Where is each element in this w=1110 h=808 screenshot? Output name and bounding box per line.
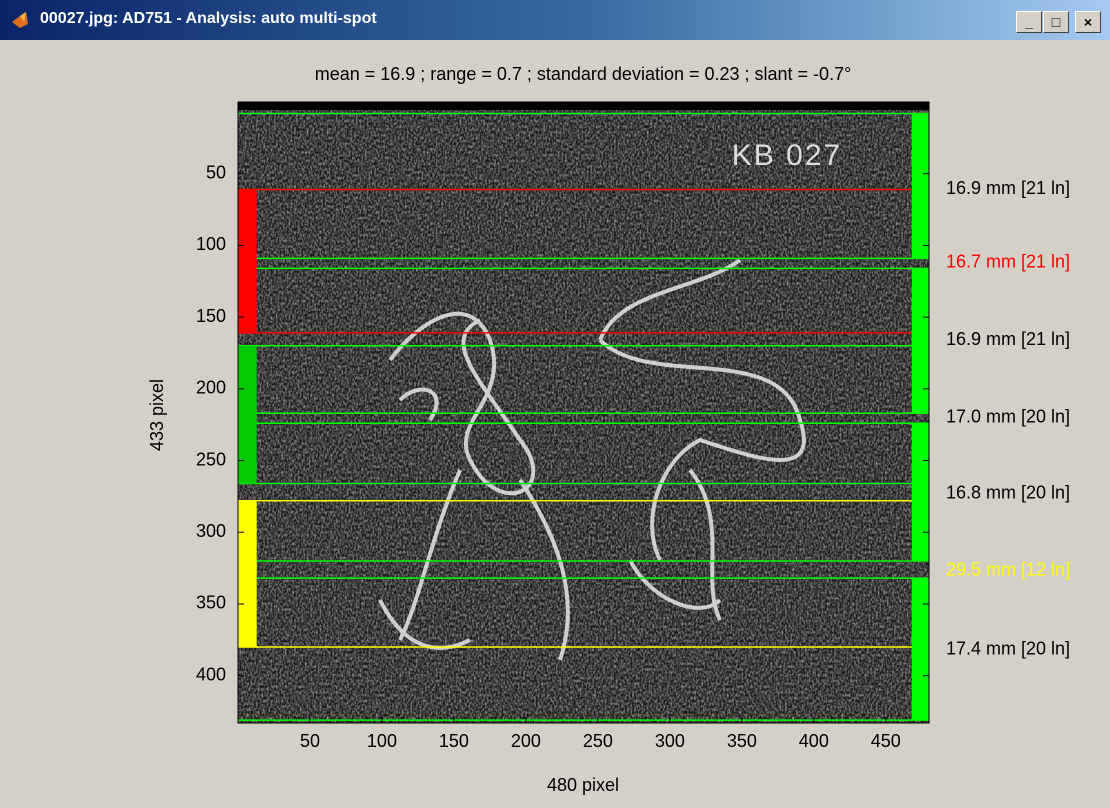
y-tick-label: 300 [196,521,226,541]
x-tick-label: 150 [439,731,469,751]
spot-measurement: 16.8 mm [20 ln] [946,482,1070,502]
spot-bar [912,113,929,258]
y-tick-label: 400 [196,664,226,684]
x-tick-label: 250 [583,731,613,751]
x-axis-label: 480 pixel [547,775,619,795]
spot-bar [238,189,257,332]
spot-measurement: 16.9 mm [21 ln] [946,329,1070,349]
spot-bar [912,268,929,413]
x-tick-label: 50 [300,731,320,751]
plot-area: mean = 16.9 ; range = 0.7 ; standard dev… [0,40,1110,808]
image-edge [238,102,929,110]
y-tick-label: 150 [196,306,226,326]
spot-measurement: 17.4 mm [20 ln] [946,639,1070,659]
y-tick-label: 100 [196,234,226,254]
spot-bar [238,501,257,647]
x-tick-label: 350 [727,731,757,751]
window-title: 00027.jpg: AD751 - Analysis: auto multi-… [40,10,377,28]
x-tick-label: 300 [655,731,685,751]
close-button[interactable]: × [1075,11,1101,33]
x-tick-label: 200 [511,731,541,751]
x-tick-label: 100 [367,731,397,751]
analysis-summary: mean = 16.9 ; range = 0.7 ; standard dev… [315,64,852,84]
figure-window: 00027.jpg: AD751 - Analysis: auto multi-… [0,0,1110,808]
spot-measurement: 29.5 mm [12 ln] [946,560,1070,580]
maximize-button[interactable]: □ [1043,11,1069,33]
title-bar: 00027.jpg: AD751 - Analysis: auto multi-… [0,0,1110,40]
spot-bar [912,578,929,720]
app-icon [10,10,32,30]
y-tick-label: 350 [196,593,226,613]
image-inscription: KB 027 [732,139,842,172]
x-tick-label: 400 [799,731,829,751]
x-tick-label: 450 [871,731,901,751]
minimize-button[interactable]: _ [1016,11,1042,33]
y-tick-label: 200 [196,378,226,398]
spot-bar [912,423,929,561]
y-tick-label: 50 [206,162,226,182]
y-tick-label: 250 [196,449,226,469]
spot-measurement: 17.0 mm [20 ln] [946,406,1070,426]
spot-measurement: 16.7 mm [21 ln] [946,251,1070,271]
spot-bar [238,346,257,484]
spot-measurement: 16.9 mm [21 ln] [946,178,1070,198]
y-axis-label: 433 pixel [147,379,167,451]
